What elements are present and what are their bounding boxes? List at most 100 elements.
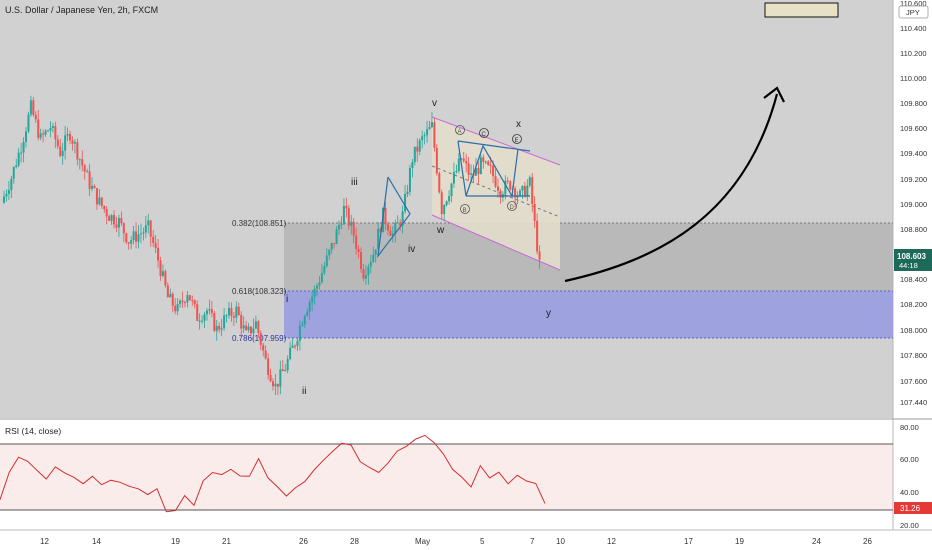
candle-body: [122, 223, 125, 234]
candle-body: [369, 262, 372, 267]
last-price-label: 108.603: [897, 252, 926, 261]
candle-body: [306, 311, 309, 316]
candle-body: [355, 235, 358, 249]
wave-iii-iv-triangle: [377, 176, 411, 259]
candle-body: [328, 249, 331, 256]
candle-body: [64, 135, 67, 151]
candle-body: [164, 271, 167, 286]
rsi-value-label: 31.26: [900, 504, 921, 513]
candle-body: [362, 269, 365, 279]
channel-bottom-line: [431, 214, 561, 271]
candle-body: [313, 288, 316, 297]
time-label: May: [415, 537, 430, 546]
candle-body: [213, 313, 216, 331]
candle-body: [117, 218, 120, 228]
time-label: 14: [92, 537, 101, 546]
candle-body: [452, 172, 455, 184]
candle-body: [93, 185, 96, 189]
candle-body: [289, 347, 292, 360]
candle-body: [477, 167, 480, 174]
price-tick: 110.200: [900, 49, 927, 58]
rsi-tick: 80.00: [900, 423, 919, 432]
candle-body: [254, 321, 257, 329]
candle-body: [406, 191, 409, 194]
candle-body: [73, 142, 76, 144]
candle-body: [311, 296, 314, 303]
channel-top-line: [431, 116, 561, 166]
candle-body: [482, 157, 485, 162]
candle-body: [386, 224, 389, 231]
candle-body: [139, 233, 142, 235]
candle-body: [316, 285, 319, 289]
candle-body: [411, 162, 414, 169]
candle-body: [176, 304, 179, 312]
candle-body: [538, 251, 541, 260]
candle-body: [152, 236, 155, 243]
candle-body: [284, 370, 287, 372]
time-label: 7: [530, 537, 535, 546]
candle-body: [506, 180, 509, 182]
candle-body: [105, 209, 108, 217]
candle-body: [208, 309, 211, 311]
rsi-tick: 20.00: [900, 521, 919, 530]
rsi-tick: 60.00: [900, 455, 919, 464]
candle-body: [272, 381, 274, 387]
candle-body: [533, 204, 536, 221]
candle-body: [95, 188, 98, 205]
candle-body: [303, 315, 306, 325]
candle-body: [438, 173, 441, 193]
candle-body: [12, 167, 15, 179]
candle-body: [137, 234, 140, 242]
candle-body: [171, 293, 174, 306]
rsi-axis-ticks: 80.00 60.00 40.00 20.00: [900, 423, 919, 530]
price-tick: 110.600: [900, 0, 927, 8]
candle-body: [350, 221, 353, 226]
candle-body: [479, 157, 482, 174]
candle-body: [240, 314, 243, 329]
price-tick: 109.000: [900, 200, 927, 209]
candle-body: [457, 158, 460, 171]
candle-body: [360, 251, 363, 270]
candle-body: [218, 325, 221, 330]
candle-body: [426, 129, 429, 136]
candle-body: [127, 242, 130, 244]
time-label: 26: [299, 537, 308, 546]
candle-body: [531, 177, 534, 205]
candle-body: [514, 188, 517, 198]
time-axis-labels: 12 14 19 21 26 28 May 5 7 10 12 17 19 24…: [40, 537, 872, 546]
candle-body: [83, 165, 86, 172]
candle-body: [320, 272, 323, 283]
fib-618-786-zone: [284, 291, 893, 338]
candle-body: [225, 315, 228, 317]
candle-body: [201, 320, 204, 322]
time-label: 12: [607, 537, 616, 546]
candle-body: [144, 225, 147, 233]
rsi-line: [0, 434, 546, 513]
candle-body: [183, 302, 186, 304]
candle-body: [51, 126, 54, 129]
channel-mid-line: [431, 165, 561, 218]
fib-382-label: 0.382(108.851): [232, 219, 287, 228]
price-tick: 109.200: [900, 175, 927, 184]
candle-body: [276, 383, 279, 387]
candle-body: [384, 207, 387, 225]
candle-body: [22, 141, 25, 153]
price-axis-ticks: 110.600 110.400 110.200 110.000 109.800 …: [900, 0, 927, 407]
candle-body: [169, 293, 172, 298]
candle-body: [113, 215, 116, 225]
candle-body: [249, 326, 252, 334]
candle-body: [159, 260, 162, 276]
candle-body: [103, 205, 106, 210]
candle-body: [413, 146, 416, 163]
candle-body: [7, 190, 10, 194]
candle-body: [504, 180, 507, 195]
candle-body: [323, 266, 326, 273]
candle-body: [188, 295, 191, 301]
candle-body: [286, 359, 289, 371]
currency-badge[interactable]: [898, 5, 929, 19]
price-tick: 110.000: [900, 74, 927, 83]
candle-body: [25, 131, 28, 142]
rsi-band: [0, 444, 893, 510]
candle-body: [54, 126, 57, 140]
